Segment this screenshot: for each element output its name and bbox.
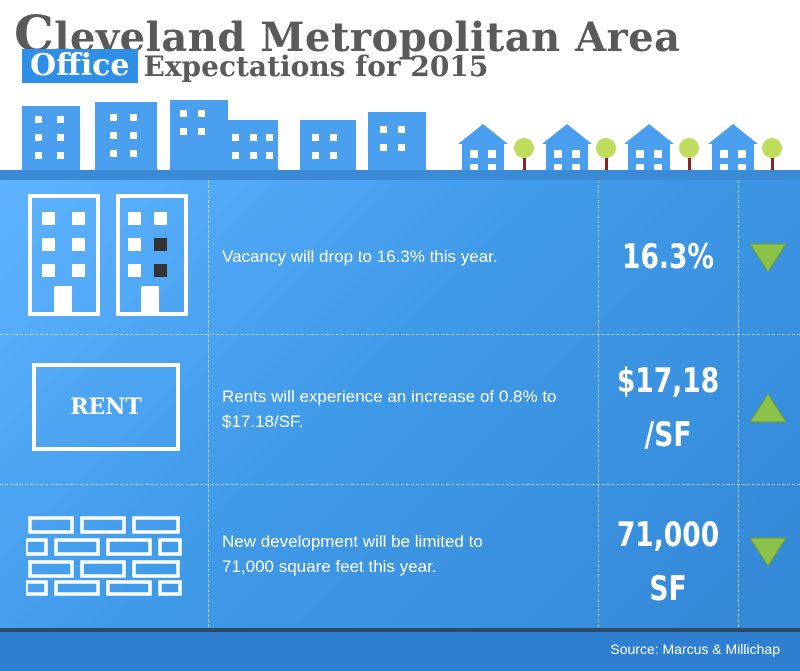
development-value-line-1: 71,000 xyxy=(616,515,720,555)
panel-top-band xyxy=(0,170,800,182)
stats-panel xyxy=(0,180,800,632)
tree-icon xyxy=(514,138,534,174)
title-line-2-text: Expectations for 2015 xyxy=(143,49,489,83)
rent-description: Rents will experience an increase of 0.8… xyxy=(222,387,557,431)
header: Cleveland Metropolitan Area Office Expec… xyxy=(0,0,800,180)
footer xyxy=(0,632,800,671)
rent-value: $17,18 /SF xyxy=(615,354,721,462)
source-credit: Source: Marcus & Millichap xyxy=(610,641,780,657)
development-description-line-1: New development will be limited to xyxy=(222,532,483,551)
tree-icon xyxy=(596,138,616,174)
skyline-building-icon xyxy=(22,106,80,180)
column-divider xyxy=(598,180,599,632)
skyline-building-icon xyxy=(95,102,157,180)
development-description: New development will be limited to 71,00… xyxy=(222,529,582,579)
footer-rule xyxy=(0,628,800,633)
brick-wall-icon xyxy=(26,516,182,596)
development-value: 71,000 SF xyxy=(615,508,721,616)
tree-icon xyxy=(679,138,699,174)
skyline-illustration xyxy=(22,100,782,180)
vacancy-value: 16.3% xyxy=(621,237,715,277)
title-line-1: Cleveland Metropolitan Area xyxy=(14,4,681,63)
office-buildings-icon xyxy=(28,194,188,316)
development-value-line-2: SF xyxy=(649,569,687,609)
trend-up-icon xyxy=(749,393,787,423)
title-line-2: Office Expectations for 2015 xyxy=(22,48,488,84)
title-line-1-text: leveland Metropolitan Area xyxy=(54,14,681,61)
tree-icon xyxy=(762,138,782,174)
rent-sign-label: RENT xyxy=(70,394,142,420)
skyline-building-icon xyxy=(368,112,426,180)
development-description-line-2: 71,000 square feet this year. xyxy=(222,557,437,576)
rent-sign-icon: RENT xyxy=(32,363,180,451)
title-highlight: Office xyxy=(22,49,138,83)
column-divider xyxy=(208,180,209,632)
row-divider xyxy=(0,334,800,335)
trend-down-icon xyxy=(749,243,787,273)
column-divider xyxy=(738,180,739,632)
rent-value-line-2: /SF xyxy=(644,415,692,455)
rent-value-line-1: $17,18 xyxy=(616,361,720,401)
trend-down-icon xyxy=(749,537,787,567)
vacancy-description: Vacancy will drop to 16.3% this year. xyxy=(222,247,498,266)
row-divider xyxy=(0,484,800,485)
